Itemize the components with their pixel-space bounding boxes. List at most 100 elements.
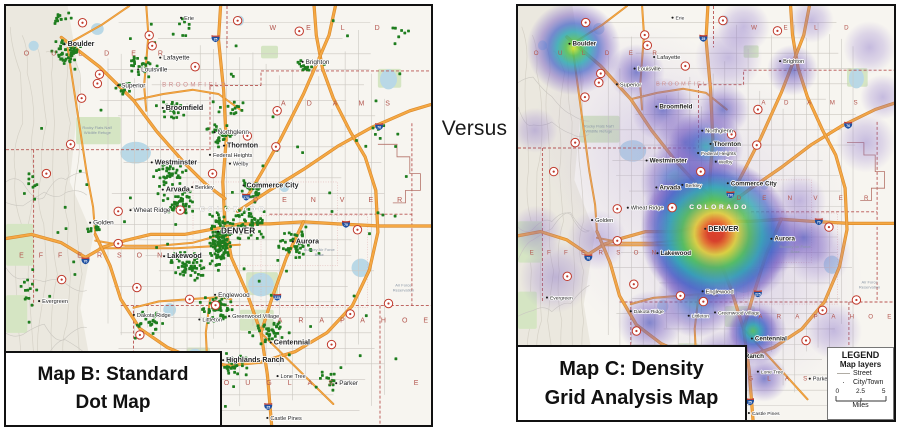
city-label: Dakota Ridge <box>634 309 664 315</box>
svg-text:ARAPAHOE: ARAPAHOE <box>758 314 894 321</box>
svg-text:ADAMS: ADAMS <box>281 101 411 108</box>
interstate-shield-icon: 70 <box>584 254 593 262</box>
svg-text:Base: Base <box>791 249 801 254</box>
svg-text:225: 225 <box>274 296 280 300</box>
state-label: COLORADO <box>689 204 749 211</box>
svg-text:70: 70 <box>84 260 88 264</box>
legend-subtitle: Map layers <box>839 360 882 369</box>
scalebar-unit: Miles <box>852 402 869 409</box>
city-label: Erie <box>184 16 194 22</box>
svg-text:Buckley Air Force: Buckley Air Force <box>304 247 336 252</box>
boundary-layer <box>6 6 431 425</box>
city-label: Aurora <box>774 236 795 243</box>
svg-text:Reservation: Reservation <box>393 288 414 293</box>
svg-text:70: 70 <box>344 223 348 227</box>
svg-text:DENVER: DENVER <box>737 195 890 202</box>
svg-text:DOUGLAS: DOUGLAS <box>692 376 821 383</box>
scalebar-numbers: 0 2.5 5 <box>836 388 886 395</box>
svg-text:Rocky Flats Nat'l: Rocky Flats Nat'l <box>82 125 112 130</box>
svg-text:E: E <box>414 380 419 387</box>
state-label: COLORADO <box>200 204 268 213</box>
city-label: Erie <box>676 16 685 22</box>
svg-text:Wildlife Refuge: Wildlife Refuge <box>585 128 613 133</box>
svg-text:WELD: WELD <box>751 25 875 32</box>
svg-text:225: 225 <box>755 293 761 297</box>
city-label: DENVER <box>708 224 739 233</box>
city-label: Evergreen <box>550 296 573 302</box>
interstate-shield-icon: 70 <box>342 220 350 228</box>
city-label: Wheat Ridge <box>631 206 664 212</box>
legend: LEGEND Map layers Street · City/Town 0 2… <box>827 347 894 420</box>
svg-text:270: 270 <box>728 194 734 198</box>
city-label-layer: Erie Boulder Lafayette Louisville Superior Br… <box>545 15 830 418</box>
city-label: Broomfield <box>166 104 203 112</box>
versus-label: Versus <box>441 117 508 140</box>
svg-text:ARAPAHOE: ARAPAHOE <box>278 317 431 324</box>
svg-text:Buckley Air Force: Buckley Air Force <box>780 244 812 249</box>
svg-text:270: 270 <box>243 196 249 200</box>
city-label: Evergreen <box>42 299 68 305</box>
city-label: Broomfield <box>659 104 692 111</box>
city-label: Golden <box>93 220 114 227</box>
city-label: Louisville <box>141 66 168 73</box>
svg-text:Base: Base <box>315 252 325 257</box>
city-label-layer: Erie Boulder Lafayette Louisville Superior Br… <box>38 15 360 423</box>
city-label: Wheat Ridge <box>134 207 171 214</box>
city-label: Lafayette <box>657 55 680 61</box>
scalebar-icon <box>835 396 886 402</box>
svg-text:25: 25 <box>214 38 218 42</box>
city-dot-icon: · <box>842 377 845 387</box>
city-label: Northglenn <box>218 129 250 136</box>
city-label: Northglenn <box>705 129 733 135</box>
city-label: Lakewood <box>167 252 202 260</box>
svg-text:25: 25 <box>701 37 705 41</box>
interstate-shield-icon: 25 <box>745 398 754 406</box>
route-marker-layer: 25 76 70 270 70 225 25 <box>549 15 862 406</box>
city-label: Welby <box>233 162 249 168</box>
map-c-canvas: WELD BOULDER ADAMS DENVER JEFFERSON ARAPAHOE D… <box>518 6 894 420</box>
city-label: Brighton <box>306 59 330 66</box>
svg-text:76: 76 <box>377 126 381 130</box>
interstate-shield-icon: 225 <box>273 293 282 301</box>
map-b-title-box: Map B: Standard Dot Map <box>4 351 222 427</box>
city-label: Commerce City <box>731 180 777 187</box>
city-label: Louisville <box>638 67 661 73</box>
city-label: Lakewood <box>661 250 692 257</box>
heat-layer <box>518 6 894 411</box>
city-label: Lafayette <box>163 55 190 62</box>
interstate-shield-icon: 25 <box>211 35 220 43</box>
interstate-shield-icon: 25 <box>264 402 273 411</box>
map-c-title-line2: Grid Analysis Map <box>544 386 719 409</box>
scalebar-tick-mid: 2.5 <box>855 388 866 395</box>
map-c-density-map: WELD BOULDER ADAMS DENVER JEFFERSON ARAPAHOE D… <box>516 4 896 422</box>
legend-street-label: Street <box>853 370 872 377</box>
city-label: DENVER <box>221 227 255 236</box>
legend-citytown-label: City/Town <box>853 379 884 386</box>
city-label: Littleton <box>692 314 710 320</box>
city-label: Thornton <box>714 141 742 148</box>
county-label-layer: WELD BOULDER ADAMS DENVER JEFFERSON ARAPAHOE D… <box>6 25 431 387</box>
svg-text:Reservation: Reservation <box>859 284 880 289</box>
interstate-shield-icon: 225 <box>753 290 762 298</box>
map-b-title-line2: Dot Map <box>75 392 151 413</box>
city-label: Centennial <box>274 339 310 347</box>
svg-text:Wildlife Refuge: Wildlife Refuge <box>84 130 112 135</box>
legend-item-street: Street <box>830 369 891 378</box>
city-label: Parker <box>339 380 359 387</box>
city-label: Arvada <box>659 184 681 191</box>
city-label: Boulder <box>573 41 597 48</box>
interstate-shield-icon: 76 <box>844 121 853 129</box>
city-label: Castle Pines <box>270 416 302 422</box>
city-label: Highlands Ranch <box>226 356 284 364</box>
city-label: Greenwood Village <box>718 310 760 316</box>
legend-title: LEGEND <box>841 350 880 360</box>
city-label: Brighton <box>783 59 804 65</box>
svg-text:DENVER: DENVER <box>253 197 426 204</box>
county-label-layer: WELD BOULDER ADAMS DENVER JEFFERSON ARAPAHOE D… <box>518 25 894 383</box>
city-label: Berkley <box>195 185 214 191</box>
city-label: Westminster <box>650 157 688 164</box>
svg-text:BROOMFIELD: BROOMFIELD <box>162 81 228 88</box>
city-label: Superior <box>620 82 641 88</box>
city-label: Englewood <box>706 289 734 295</box>
